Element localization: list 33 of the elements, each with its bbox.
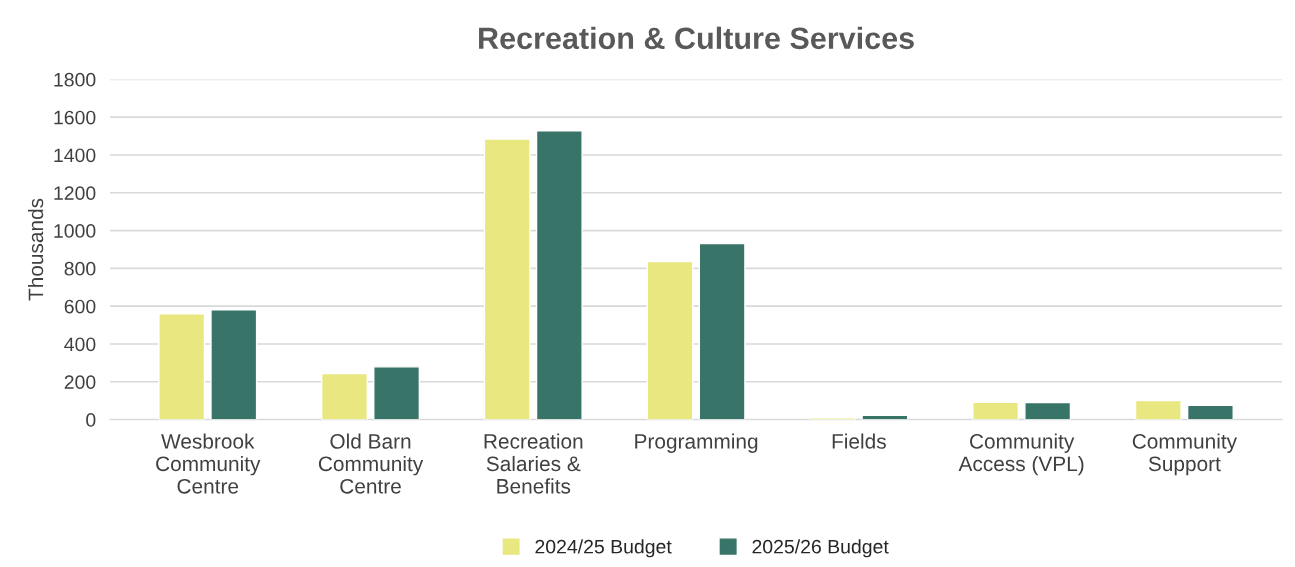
y-axis-title: Thousands — [27, 198, 44, 301]
x-tick-label: Fields — [832, 433, 886, 449]
bar — [646, 260, 694, 420]
x-tick-label: Recreation Salaries & Benefits — [484, 433, 583, 494]
x-tick-label: Programming — [635, 433, 758, 453]
bar — [483, 138, 531, 420]
y-tick-label: 400 — [64, 337, 96, 352]
chart-title: Recreation & Culture Services — [479, 26, 914, 50]
bar — [210, 309, 258, 420]
x-tick-label: Old Barn Community Centre — [318, 433, 424, 494]
y-tick-label: 800 — [64, 261, 96, 276]
y-tick-label: 600 — [64, 299, 96, 314]
bar — [1134, 399, 1182, 420]
legend-label: 2025/26 Budget — [752, 539, 889, 558]
bar — [698, 242, 746, 420]
y-tick-label: 200 — [64, 375, 96, 390]
bar — [1024, 401, 1072, 420]
bar — [158, 313, 206, 420]
y-tick-label: 1800 — [54, 72, 96, 87]
y-tick-label: 1400 — [54, 148, 96, 163]
x-tick-label: Community Support — [1132, 433, 1238, 476]
y-tick-label: 1600 — [54, 110, 96, 125]
x-tick-label: Wesbrook Community Centre — [156, 433, 261, 494]
bar — [320, 372, 368, 420]
bar — [373, 366, 421, 420]
x-tick-label: Community Access (VPL) — [958, 433, 1084, 476]
y-tick-label: 1000 — [54, 224, 96, 238]
y-tick-label: 1200 — [54, 186, 96, 201]
bar — [535, 130, 583, 420]
bar — [1186, 404, 1234, 420]
bar — [972, 401, 1020, 420]
y-tick-label: 0 — [86, 413, 96, 427]
legend-label: 2024/25 Budget — [535, 539, 672, 558]
